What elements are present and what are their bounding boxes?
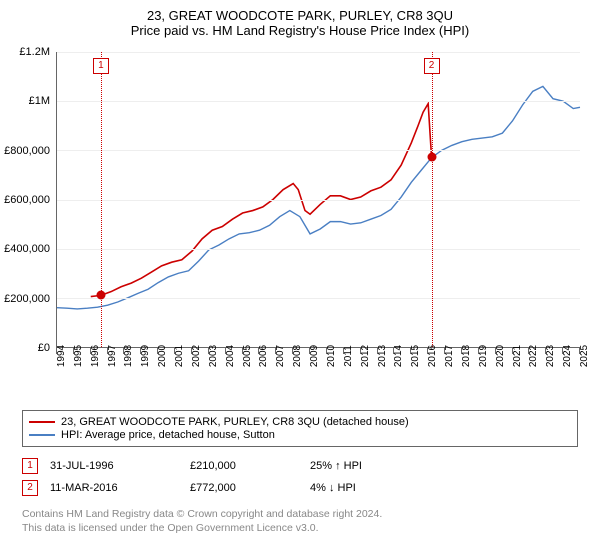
gridline: [57, 249, 580, 250]
x-tick-label: 2025: [579, 345, 600, 367]
y-tick-label: £600,000: [4, 194, 50, 206]
transaction-row: 1 31-JUL-1996£210,00025% ↑ HPI: [22, 455, 578, 477]
plot-area: 12: [56, 52, 580, 348]
y-tick-label: £800,000: [4, 145, 50, 157]
y-tick-label: £1M: [29, 95, 50, 107]
reference-badge: 1: [93, 58, 109, 74]
y-axis: £0£200,000£400,000£600,000£800,000£1M£1.…: [8, 52, 54, 348]
legend-swatch: [29, 434, 55, 436]
legend-label: 23, GREAT WOODCOTE PARK, PURLEY, CR8 3QU…: [61, 416, 409, 428]
data-point-marker: [96, 291, 105, 300]
legend-label: HPI: Average price, detached house, Sutt…: [61, 429, 275, 441]
transaction-vs-hpi: 25% ↑ HPI: [310, 460, 450, 472]
transaction-price: £210,000: [190, 460, 310, 472]
x-axis: 1994199519961997199819992000200120022003…: [56, 348, 580, 404]
reference-line: [432, 52, 433, 347]
transaction-badge: 1: [22, 458, 38, 474]
y-tick-label: £1.2M: [19, 46, 50, 58]
transaction-date: 11-MAR-2016: [50, 482, 190, 494]
y-tick-label: £200,000: [4, 293, 50, 305]
chart-area: £0£200,000£400,000£600,000£800,000£1M£1.…: [8, 44, 592, 404]
chart-subtitle: Price paid vs. HM Land Registry's House …: [8, 23, 592, 38]
gridline: [57, 101, 580, 102]
transaction-date: 31-JUL-1996: [50, 460, 190, 472]
gridline: [57, 298, 580, 299]
data-point-marker: [427, 153, 436, 162]
legend-item: HPI: Average price, detached house, Sutt…: [29, 429, 571, 441]
y-tick-label: £0: [38, 342, 50, 354]
copyright: Contains HM Land Registry data © Crown c…: [22, 507, 578, 535]
transaction-table: 1 31-JUL-1996£210,00025% ↑ HPI 2 11-MAR-201…: [22, 455, 578, 499]
chart-title: 23, GREAT WOODCOTE PARK, PURLEY, CR8 3QU: [8, 8, 592, 23]
transaction-row: 2 11-MAR-2016£772,0004% ↓ HPI: [22, 477, 578, 499]
legend-item: 23, GREAT WOODCOTE PARK, PURLEY, CR8 3QU…: [29, 416, 571, 428]
gridline: [57, 150, 580, 151]
legend-swatch: [29, 421, 55, 423]
copyright-line: This data is licensed under the Open Gov…: [22, 521, 578, 535]
transaction-vs-hpi: 4% ↓ HPI: [310, 482, 450, 494]
transaction-price: £772,000: [190, 482, 310, 494]
gridline: [57, 200, 580, 201]
reference-line: [101, 52, 102, 347]
series-line: [57, 86, 580, 308]
gridline: [57, 52, 580, 53]
chart-container: 23, GREAT WOODCOTE PARK, PURLEY, CR8 3QU…: [0, 0, 600, 560]
reference-badge: 2: [424, 58, 440, 74]
transaction-badge: 2: [22, 480, 38, 496]
y-tick-label: £400,000: [4, 243, 50, 255]
copyright-line: Contains HM Land Registry data © Crown c…: [22, 507, 578, 521]
legend: 23, GREAT WOODCOTE PARK, PURLEY, CR8 3QU…: [22, 410, 578, 447]
